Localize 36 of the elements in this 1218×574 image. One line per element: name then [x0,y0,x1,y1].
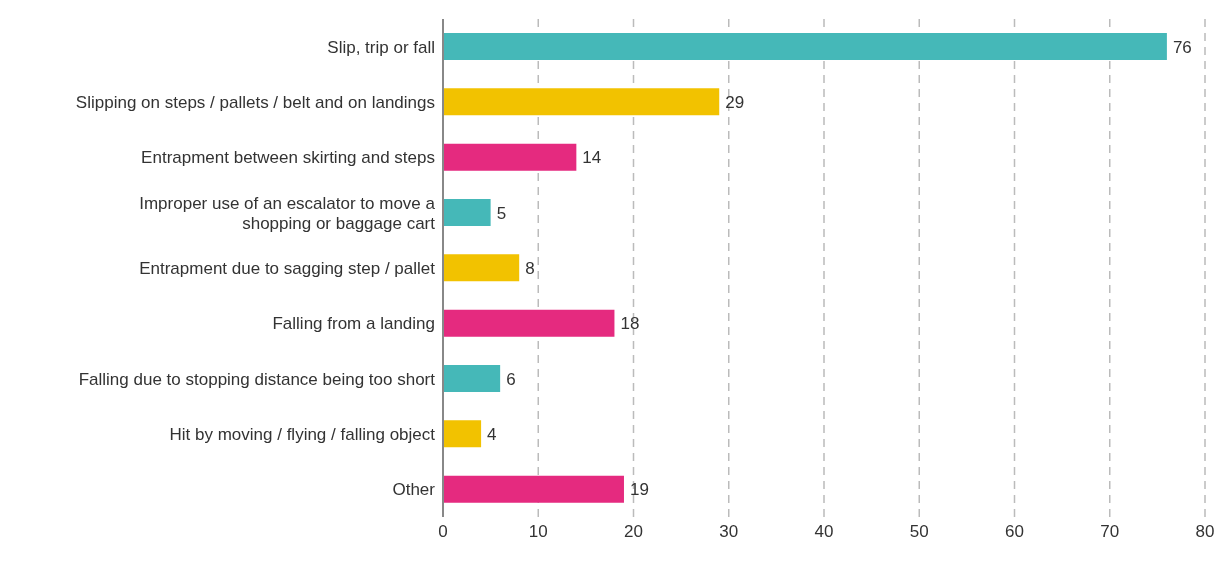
x-tick-label: 70 [1100,522,1120,542]
y-tick-label: Other [392,479,436,499]
bar [443,365,501,392]
bar [443,199,491,226]
bar [443,420,482,448]
y-tick-label: Hit by moving / flying / falling object [169,424,436,444]
y-tick-label: Slipping on steps / pallets / belt and on landings [75,92,435,112]
x-tick-label: 30 [719,522,739,542]
y-tick-label: Falling due to stopping distance being too short [78,369,436,389]
y-tick-label: Slip, trip or fall [327,37,435,57]
y-tick-label: Falling from a landing [272,313,435,333]
data-label: 4 [487,424,497,444]
data-label: 14 [582,148,602,168]
data-label: 8 [525,258,535,278]
bar [443,33,1167,60]
x-tick-label: 40 [814,522,834,542]
y-tick-label: Improper use of an escalator to move a shopping or baggage cart [139,193,436,233]
data-label: 76 [1172,37,1192,57]
bar [443,88,720,116]
bar [443,143,577,171]
data-label: 18 [620,314,640,334]
x-tick-label: 10 [528,522,548,542]
x-tick-label: 0 [438,522,448,542]
data-label: 19 [629,480,649,500]
x-tick-label: 60 [1005,522,1024,542]
data-label: 6 [506,369,516,389]
y-tick-label: Entrapment between skirting and steps [141,147,435,167]
data-label: 5 [496,203,507,223]
bar [443,309,615,337]
x-tick-label: 80 [1195,522,1215,542]
bar [443,254,520,282]
data-label: 29 [725,92,745,112]
x-tick-label: 20 [624,522,643,542]
x-tick-label: 50 [909,522,929,542]
y-tick-label: Entrapment due to sagging step / pallet [139,258,436,278]
bar [443,475,624,503]
